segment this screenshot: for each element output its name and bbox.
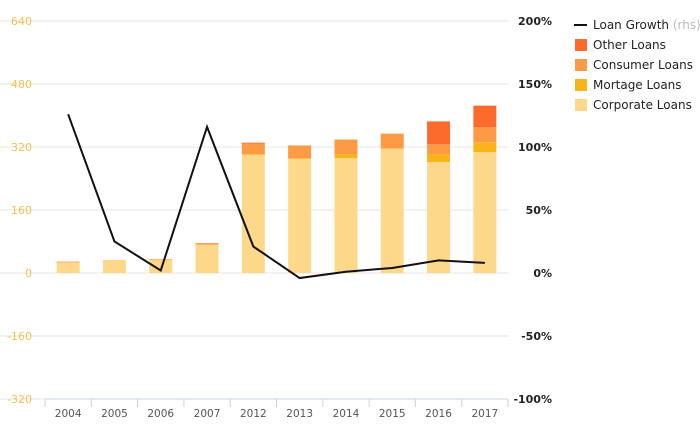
legend-label-text: Loan Growth [593, 18, 669, 32]
bar-corporate-loans [380, 148, 404, 273]
bar-other-loans [241, 142, 265, 144]
bar-corporate-loans [241, 154, 265, 273]
bar-consumer-loans [195, 243, 219, 245]
left-axis-tick-label: 480 [11, 78, 32, 91]
x-axis-tick-label: 2017 [471, 408, 498, 420]
legend-label: Other Loans [593, 38, 666, 52]
legend-item-other-loans: Other Loans [575, 38, 666, 52]
bar-consumer-loans [241, 143, 265, 155]
right-axis-tick-label: 150% [518, 78, 552, 91]
legend-hint: (rhs) [669, 18, 700, 32]
legend-label-text: Corporate Loans [593, 98, 692, 112]
legend-item-mortage-loans: Mortage Loans [575, 78, 682, 92]
right-axis-tick-label: 50% [526, 204, 552, 217]
bar-corporate-loans [473, 152, 497, 273]
right-axis-tick-label: 0% [533, 267, 552, 280]
bar-corporate-loans [427, 161, 451, 273]
legend-swatch [575, 79, 587, 91]
left-axis-tick-label: -320 [7, 393, 32, 406]
bar-consumer-loans [56, 261, 80, 263]
bar-consumer-loans [380, 133, 404, 149]
left-axis-tick-label: 320 [11, 141, 32, 154]
legend-label: Loan Growth (rhs) [593, 18, 700, 32]
right-axis-tick-label: 200% [518, 15, 552, 28]
bar-mortage-loans [473, 142, 497, 153]
x-axis-tick-label: 2016 [425, 408, 452, 420]
legend-label-text: Other Loans [593, 38, 666, 52]
x-axis: 2004 2005 2006 2007 2012 2013 2014 2015 2016 2017 [44, 398, 509, 420]
right-axis-ticks: 200% 150% 100% 50% 0% -50% -100% [513, 15, 552, 406]
legend-label: Consumer Loans [593, 58, 693, 72]
bar-corporate-loans [102, 260, 126, 273]
bar-corporate-loans [195, 244, 219, 273]
line-series [67, 113, 485, 280]
legend-label-text: Consumer Loans [593, 58, 693, 72]
bar-corporate-loans [334, 158, 358, 273]
bar-mortage-loans [241, 154, 265, 155]
x-axis-tick-label: 2015 [379, 408, 406, 420]
legend-item-loan-growth: Loan Growth (rhs) [574, 18, 700, 32]
bar-mortage-loans [149, 259, 173, 261]
x-axis-tick-label: 2005 [101, 408, 128, 420]
legend-label-text: Mortage Loans [593, 78, 682, 92]
x-axis-tick-label: 2014 [333, 408, 360, 420]
x-axis-tick-label: 2012 [240, 408, 267, 420]
bar-corporate-loans [56, 262, 80, 273]
bar-consumer-loans [149, 259, 173, 260]
bar-consumer-loans [334, 139, 358, 155]
legend-item-consumer-loans: Consumer Loans [575, 58, 693, 72]
legend-item-corporate-loans: Corporate Loans [575, 98, 692, 112]
x-axis-tick-label: 2004 [55, 408, 82, 420]
bar-corporate-loans [288, 158, 312, 273]
left-axis-tick-label: 640 [11, 15, 32, 28]
legend-swatch [575, 39, 587, 51]
bar-other-loans [473, 105, 497, 128]
bar-mortage-loans [427, 154, 451, 162]
bar-series [56, 105, 497, 273]
right-axis-tick-label: -50% [521, 330, 552, 343]
left-axis-tick-label: -160 [7, 330, 32, 343]
bar-mortage-loans [334, 154, 358, 159]
legend-swatch [575, 99, 587, 111]
left-axis-tick-label: 0 [25, 267, 32, 280]
bar-other-loans [427, 121, 451, 145]
bar-mortage-loans [288, 158, 312, 159]
right-axis-tick-label: -100% [513, 393, 552, 406]
legend-label: Corporate Loans [593, 98, 692, 112]
x-axis-tick-label: 2007 [194, 408, 221, 420]
legend-swatch [575, 59, 587, 71]
left-axis-ticks: 640 480 320 160 0 -160 -320 [7, 15, 32, 406]
left-axis-tick-label: 160 [11, 204, 32, 217]
bar-consumer-loans [427, 144, 451, 155]
legend-label: Mortage Loans [593, 78, 682, 92]
right-axis-tick-label: 100% [518, 141, 552, 154]
bar-corporate-loans [149, 260, 173, 273]
x-axis-tick-label: 2013 [286, 408, 313, 420]
bar-consumer-loans [288, 145, 312, 159]
x-axis-tick-label: 2006 [147, 408, 174, 420]
bar-consumer-loans [473, 127, 497, 143]
line-loan-growth [67, 113, 485, 280]
